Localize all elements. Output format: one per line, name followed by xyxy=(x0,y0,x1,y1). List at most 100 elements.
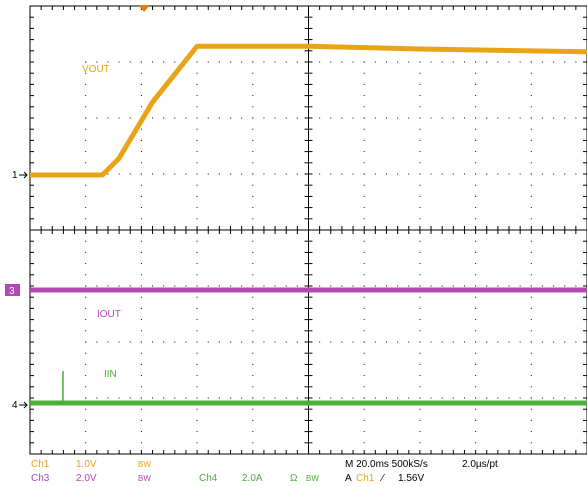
grid-dot xyxy=(419,296,421,298)
grid-dot xyxy=(508,285,510,287)
grid-dot xyxy=(196,184,198,186)
grid-dot xyxy=(508,61,510,63)
grid-dot xyxy=(85,151,87,153)
grid-dot xyxy=(475,251,477,253)
grid-dot xyxy=(174,341,176,343)
grid-dot xyxy=(252,195,254,197)
grid-dot xyxy=(374,397,376,399)
grid-dot xyxy=(230,117,232,119)
grid-dot xyxy=(463,341,465,343)
grid-dot xyxy=(475,408,477,410)
grid-dot xyxy=(397,397,399,399)
grid-dot xyxy=(408,173,410,175)
grid-dot xyxy=(419,263,421,265)
grid-dot xyxy=(530,61,532,63)
grid-dot xyxy=(274,397,276,399)
grid-dot xyxy=(252,341,254,343)
grid-dot xyxy=(530,419,532,421)
grid-dot xyxy=(230,397,232,399)
grid-dot xyxy=(85,296,87,298)
grid-dot xyxy=(508,341,510,343)
grid-dot xyxy=(519,341,521,343)
grid-dot xyxy=(140,330,142,332)
grid-dot xyxy=(274,61,276,63)
grid-dot xyxy=(140,352,142,354)
grid-dot xyxy=(463,173,465,175)
grid-dot xyxy=(363,173,365,175)
grid-dot xyxy=(196,162,198,164)
grid-dot xyxy=(419,61,421,63)
grid-dot xyxy=(196,442,198,444)
grid-dot xyxy=(330,285,332,287)
grid-dot xyxy=(196,151,198,153)
grid-dot xyxy=(85,419,87,421)
trigger-level: 1.56V xyxy=(398,473,425,484)
grid-dot xyxy=(252,139,254,141)
grid-dot xyxy=(419,72,421,74)
grid-dot xyxy=(441,117,443,119)
iin-label: IIN xyxy=(104,369,117,380)
grid-dot xyxy=(330,341,332,343)
grid-dot xyxy=(319,173,321,175)
grid-dot xyxy=(252,218,254,220)
grid-dot xyxy=(463,285,465,287)
grid-dot xyxy=(140,207,142,209)
grid-dot xyxy=(218,341,220,343)
grid-dot xyxy=(363,274,365,276)
grid-dot xyxy=(352,285,354,287)
grid-dot xyxy=(430,397,432,399)
ch1-marker-arrow-icon xyxy=(19,171,28,179)
grid-dot xyxy=(419,207,421,209)
grid-dot xyxy=(363,83,365,85)
grid-dot xyxy=(430,341,432,343)
grid-dot xyxy=(530,139,532,141)
grid-dot xyxy=(363,363,365,365)
grid-dot xyxy=(397,341,399,343)
grid-dot xyxy=(252,296,254,298)
grid-dot xyxy=(419,251,421,253)
grid-dot xyxy=(475,285,477,287)
grid-dot xyxy=(252,375,254,377)
ch3-ground-marker-box xyxy=(5,284,20,296)
grid-dot xyxy=(486,61,488,63)
graticule xyxy=(29,5,587,455)
grid-dot xyxy=(252,263,254,265)
grid-dot xyxy=(475,128,477,130)
grid-dot xyxy=(475,106,477,108)
grid-dot xyxy=(218,173,220,175)
grid-dot xyxy=(263,61,265,63)
grid-dot xyxy=(419,128,421,130)
grid-dot xyxy=(252,408,254,410)
grid-dot xyxy=(196,117,198,119)
grid-dot xyxy=(363,419,365,421)
grid-dot xyxy=(530,173,532,175)
grid-dot xyxy=(140,419,142,421)
grid-dot xyxy=(174,397,176,399)
grid-dot xyxy=(363,263,365,265)
grid-dot xyxy=(319,285,321,287)
grid-dot xyxy=(419,319,421,321)
grid-dot xyxy=(475,330,477,332)
grid-dot xyxy=(363,195,365,197)
grid-dot xyxy=(152,61,154,63)
grid-dot xyxy=(252,330,254,332)
grid-dot xyxy=(419,386,421,388)
grid-dot xyxy=(397,173,399,175)
grid-dot xyxy=(241,61,243,63)
grid-dot xyxy=(441,285,443,287)
ch3-ground-marker: 3 xyxy=(9,286,15,297)
grid-dot xyxy=(363,341,365,343)
grid-dot xyxy=(519,173,521,175)
grid-dot xyxy=(385,117,387,119)
grid-dot xyxy=(140,106,142,108)
grid-dot xyxy=(363,307,365,309)
grid-dot xyxy=(330,397,332,399)
grid-dot xyxy=(185,341,187,343)
ch4-ohm-icon: Ω xyxy=(290,473,298,484)
grid-dot xyxy=(419,363,421,365)
grid-dot xyxy=(475,72,477,74)
grid-dot xyxy=(475,319,477,321)
grid-dot xyxy=(553,397,555,399)
grid-dot xyxy=(296,341,298,343)
grid-dot xyxy=(419,95,421,97)
